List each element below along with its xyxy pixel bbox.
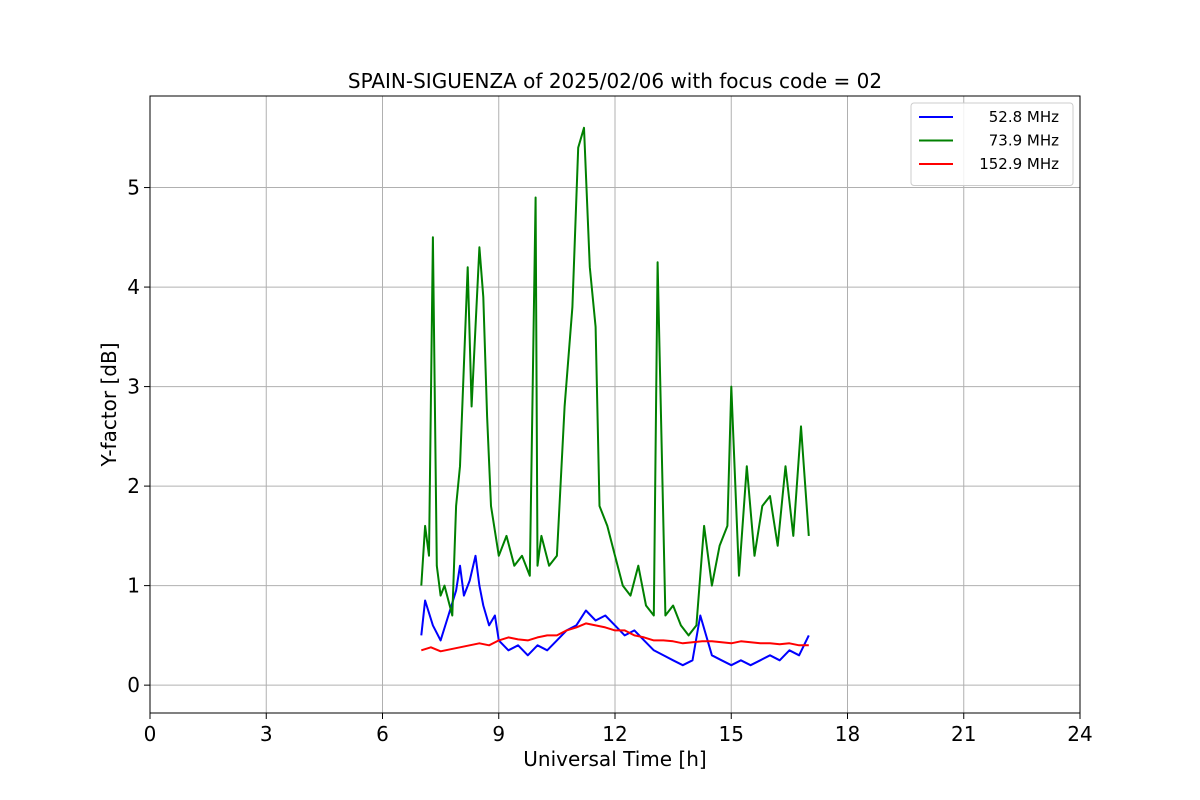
- y-axis-label: Y-factor [dB]: [97, 342, 121, 467]
- y-tick-label: 2: [127, 474, 140, 498]
- x-tick-label: 0: [144, 722, 157, 746]
- series-line: [420, 554, 810, 667]
- y-tick-label: 4: [127, 275, 140, 299]
- x-tick-label: 3: [260, 722, 273, 746]
- legend-label: 52.8 MHz: [989, 108, 1059, 126]
- y-tick-label: 1: [127, 574, 140, 598]
- x-tick-label: 12: [602, 722, 627, 746]
- legend: 52.8 MHz 73.9 MHz 152.9 MHz: [910, 102, 1074, 186]
- x-tick-label: 9: [492, 722, 505, 746]
- x-tick-label: 24: [1067, 722, 1092, 746]
- legend-label: 152.9 MHz: [979, 155, 1059, 173]
- x-tick-label: 18: [835, 722, 860, 746]
- series-line: [420, 126, 810, 637]
- x-tick-label: 6: [376, 722, 389, 746]
- legend-label: 73.9 MHz: [989, 132, 1059, 150]
- x-tick-label: 21: [951, 722, 976, 746]
- series-layer: [420, 126, 810, 667]
- chart-title: SPAIN-SIGUENZA of 2025/02/06 with focus …: [348, 69, 882, 93]
- series-line: [421, 622, 809, 653]
- y-tick-label: 5: [127, 176, 140, 200]
- x-tick-label: 15: [719, 722, 744, 746]
- x-axis-label: Universal Time [h]: [523, 747, 706, 771]
- y-tick-label: 0: [127, 673, 140, 697]
- y-tick-label: 3: [127, 375, 140, 399]
